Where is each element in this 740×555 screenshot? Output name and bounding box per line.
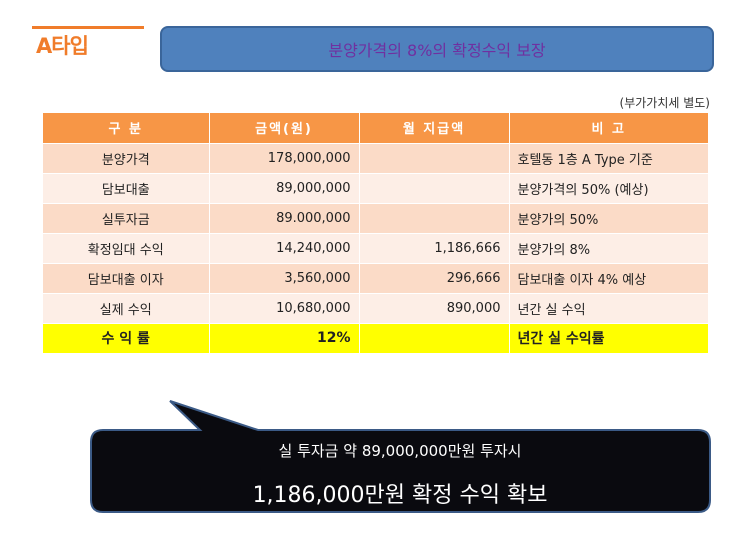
table-row: 실투자금 89.000,000 분양가의 50% <box>43 202 708 233</box>
cell-remarks: 분양가격의 50% (예상) <box>509 172 708 203</box>
cell-remarks: 년간 실 수익 <box>509 292 708 323</box>
title-banner: 분양가격의 8%의 확정수익 보장 <box>160 26 714 72</box>
cell-amount: 89,000,000 <box>209 172 360 203</box>
table-row: 실제 수익 10,680,000 890,000 년간 실 수익 <box>43 292 708 323</box>
cell-monthly <box>359 142 510 173</box>
cell-monthly: 890,000 <box>359 292 510 323</box>
total-label: 수 익 률 <box>43 322 210 353</box>
table-row: 분양가격 178,000,000 호텔동 1층 A Type 기준 <box>43 142 708 173</box>
table-row: 담보대출 이자 3,560,000 296,666 담보대출 이자 4% 예상 <box>43 262 708 293</box>
cell-category: 담보대출 <box>43 172 210 203</box>
cell-remarks: 분양가의 8% <box>509 232 708 263</box>
table-row: 담보대출 89,000,000 분양가격의 50% (예상) <box>43 172 708 203</box>
cell-category: 확정임대 수익 <box>43 232 210 263</box>
title-underline <box>32 26 144 29</box>
cell-category: 담보대출 이자 <box>43 262 210 293</box>
cell-category: 실투자금 <box>43 202 210 233</box>
cell-remarks: 분양가의 50% <box>509 202 708 233</box>
pricing-table: 구 분 금액(원) 월 지급액 비 고 분양가격 178,000,000 호텔동… <box>43 113 708 353</box>
banner-title: 분양가격의 8%의 확정수익 보장 <box>328 41 546 60</box>
cell-amount: 10,680,000 <box>209 292 360 323</box>
cell-category: 분양가격 <box>43 142 210 173</box>
cell-monthly: 1,186,666 <box>359 232 510 263</box>
callout-line2: 1,186,000만원 확정 수익 확보 <box>252 483 548 508</box>
total-rate: 12% <box>209 322 360 353</box>
cell-monthly <box>359 172 510 203</box>
callout-bubble <box>90 400 711 513</box>
cell-monthly <box>359 202 510 233</box>
type-label: A타입 <box>36 34 89 58</box>
table-header-row: 구 분 금액(원) 월 지급액 비 고 <box>43 113 708 143</box>
callout-line1: 실 투자금 약 89,000,000만원 투자시 <box>278 442 522 460</box>
table-row: 확정임대 수익 14,240,000 1,186,666 분양가의 8% <box>43 232 708 263</box>
cell-monthly: 296,666 <box>359 262 510 293</box>
cell-amount: 178,000,000 <box>209 142 360 173</box>
cell-remarks: 호텔동 1층 A Type 기준 <box>509 142 708 173</box>
vat-note: (부가가치세 별도) <box>619 96 710 110</box>
cell-amount: 3,560,000 <box>209 262 360 293</box>
cell-amount: 89.000,000 <box>209 202 360 233</box>
cell-remarks: 담보대출 이자 4% 예상 <box>509 262 708 293</box>
header-amount: 금액(원) <box>209 113 360 143</box>
header-category: 구 분 <box>43 113 210 143</box>
header-monthly: 월 지급액 <box>359 113 510 143</box>
total-monthly <box>359 322 510 353</box>
header-remarks: 비 고 <box>509 113 708 143</box>
total-remarks: 년간 실 수익률 <box>509 322 708 353</box>
cell-amount: 14,240,000 <box>209 232 360 263</box>
total-row: 수 익 률 12% 년간 실 수익률 <box>43 322 708 353</box>
cell-category: 실제 수익 <box>43 292 210 323</box>
